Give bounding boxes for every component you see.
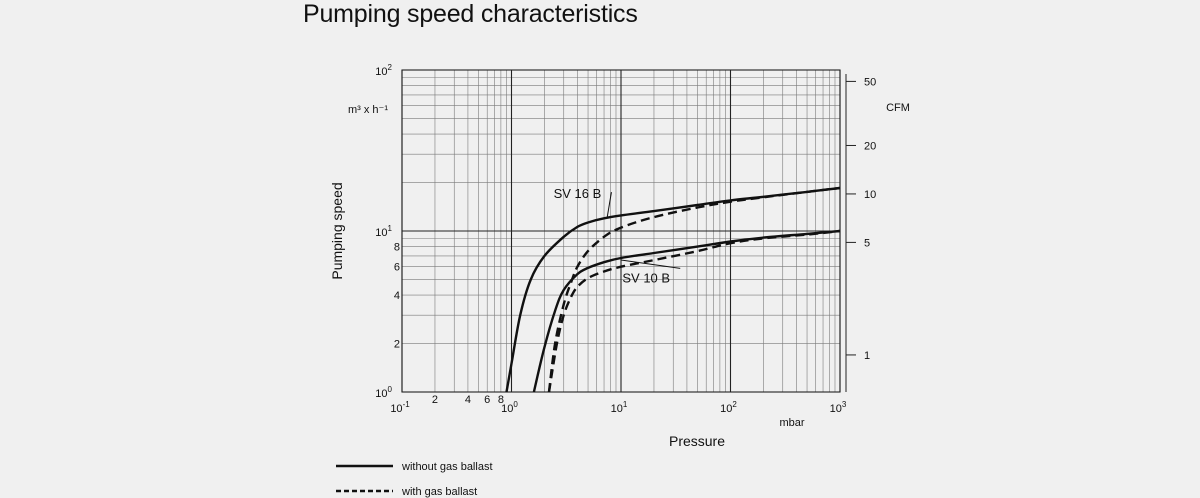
- y-minor-tick-label: 6: [394, 262, 400, 274]
- y-minor-tick-label: 2: [394, 339, 400, 351]
- x-axis-label: Pressure: [669, 433, 725, 449]
- x-tick-label: 102: [720, 400, 737, 415]
- x-minor-tick-label: 2: [432, 394, 438, 406]
- x-tick-label: 101: [611, 400, 628, 415]
- x-tick-label: 103: [830, 400, 847, 415]
- y2-tick-label: 50: [864, 76, 876, 88]
- y-tick-label: 101: [375, 224, 392, 239]
- x-tick-label: 100: [501, 400, 518, 415]
- x-tick-label: 10-1: [390, 400, 410, 415]
- y-minor-tick-label: 4: [394, 290, 400, 302]
- x-minor-tick-label: 8: [498, 394, 504, 406]
- annotation-leader-sv-10-b: [620, 259, 681, 269]
- y2-tick-label: 20: [864, 140, 876, 152]
- chart-title: Pumping speed characteristics: [303, 0, 638, 28]
- y-tick-label: 102: [375, 63, 392, 78]
- plot-grid: [401, 69, 841, 393]
- y-minor-tick-label: 8: [394, 242, 400, 254]
- y2-unit-label: CFM: [886, 102, 910, 114]
- y2-tick-label: 5: [864, 237, 870, 249]
- annotation-sv-16-b: SV 16 B: [554, 186, 602, 201]
- x-minor-tick-label: 6: [484, 394, 490, 406]
- series-line-sv-16-b-dashed: [547, 186, 841, 393]
- y-axis-label: Pumping speed: [329, 182, 345, 279]
- annotation-leader-sv-16-b: [606, 192, 612, 217]
- x-minor-tick-label: 4: [465, 394, 471, 406]
- series-line-sv-16-b-solid: [505, 186, 841, 393]
- annotation-sv-10-b: SV 10 B: [622, 270, 670, 285]
- y-unit-label: m³ x h⁻¹: [348, 104, 388, 116]
- series-line-sv-10-b-dashed: [547, 229, 841, 393]
- y2-tick-label: 1: [864, 350, 870, 362]
- x-unit-label: mbar: [779, 417, 804, 429]
- y2-tick-label: 10: [864, 189, 876, 201]
- y-tick-label: 100: [375, 385, 392, 400]
- legend-label-solid: without gas ballast: [401, 461, 493, 473]
- legend-label-dashed: with gas ballast: [401, 486, 477, 498]
